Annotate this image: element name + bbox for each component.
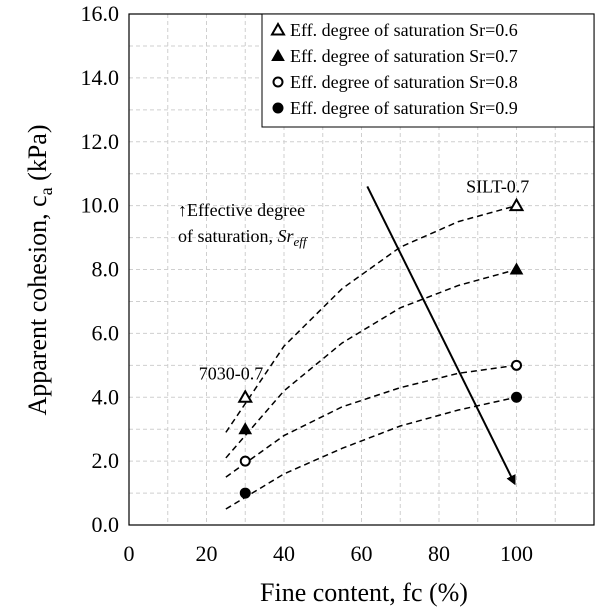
- data-points: [237, 197, 525, 499]
- fit-curve: [225, 396, 517, 510]
- arrow-annotation-subscript: eff: [294, 234, 309, 249]
- x-tick-labels: 0 20 40 60 80 100: [124, 541, 534, 566]
- fit-curves: [225, 204, 517, 510]
- arrow-annotation-symbol: Sr: [277, 226, 294, 246]
- legend: Eff. degree of saturation Sr=0.6 Eff. deg…: [261, 13, 595, 128]
- y-tick-label: 2.0: [92, 448, 120, 473]
- y-axis-title-unit: (kPa): [23, 124, 52, 187]
- data-point-sr-series-3: [511, 359, 522, 371]
- y-tick-label: 8.0: [92, 257, 120, 282]
- legend-label: Eff. degree of saturation Sr=0.6: [290, 20, 518, 40]
- data-point-sr-series-2: [509, 262, 524, 275]
- label-silt: SILT-0.7: [466, 176, 529, 196]
- data-point-sr-series-1: [508, 197, 525, 212]
- y-tick-label: 4.0: [92, 384, 120, 409]
- x-tick-label: 40: [273, 541, 295, 566]
- trend-arrow: [366, 186, 516, 486]
- y-axis-title-subscript: a: [36, 187, 56, 195]
- legend-label: Eff. degree of saturation Sr=0.9: [290, 98, 518, 118]
- y-tick-label: 12.0: [81, 129, 120, 154]
- legend-marker: [270, 21, 286, 36]
- legend-marker: [272, 76, 284, 88]
- arrow-annotation-line1: ↑Effective degree: [178, 200, 305, 220]
- y-tick-label: 10.0: [81, 193, 120, 218]
- data-point-sr-series-3: [239, 455, 251, 467]
- y-tick-labels: 0.0 2.0 4.0 6.0 8.0 10.0 12.0 14.0 16.0: [81, 1, 120, 537]
- fit-curve: [225, 204, 517, 433]
- label-7030: 7030-0.7: [199, 363, 264, 383]
- y-tick-label: 6.0: [92, 320, 120, 345]
- fit-curve: [225, 364, 517, 478]
- data-point-sr-series-4: [511, 391, 522, 403]
- data-point-sr-series-4: [239, 487, 251, 499]
- y-tick-label: 14.0: [81, 65, 120, 90]
- legend-box: [261, 13, 595, 128]
- x-tick-label: 100: [500, 541, 533, 566]
- x-tick-label: 0: [124, 541, 135, 566]
- legend-label: Eff. degree of saturation Sr=0.7: [290, 46, 518, 66]
- arrow-annotation-text: of saturation,: [178, 226, 277, 246]
- y-tick-label: 0.0: [92, 512, 120, 537]
- data-point-sr-series-2: [238, 422, 253, 435]
- x-axis-title: Fine content, fc (%): [260, 578, 468, 607]
- legend-marker: [272, 102, 284, 114]
- y-axis-title-main: Apparent cohesion, c: [23, 195, 52, 415]
- legend-label: Eff. degree of saturation Sr=0.8: [290, 72, 518, 92]
- x-tick-label: 20: [196, 541, 218, 566]
- x-tick-label: 80: [428, 541, 450, 566]
- x-tick-label: 60: [351, 541, 373, 566]
- y-tick-label: 16.0: [81, 1, 120, 26]
- legend-marker: [271, 48, 285, 61]
- y-axis-title: Apparent cohesion, ca (kPa): [23, 124, 56, 415]
- arrow-annotation-line2: of saturation, Sreff: [178, 226, 309, 249]
- data-point-sr-series-1: [237, 389, 253, 403]
- fit-curve: [225, 268, 517, 459]
